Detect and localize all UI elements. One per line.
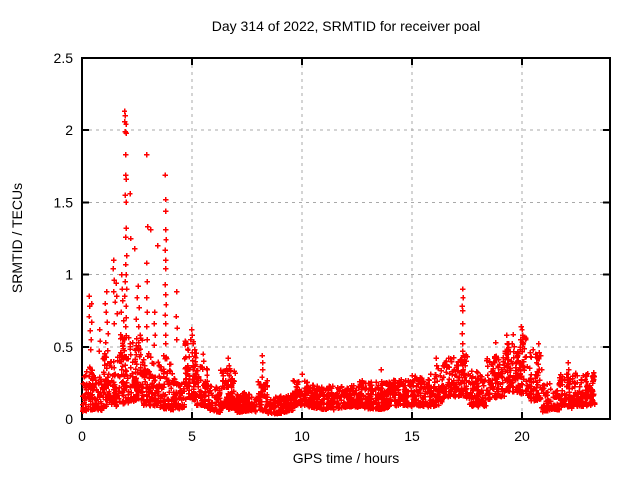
x-tick-label: 0 [78, 428, 86, 444]
x-tick-label: 15 [404, 428, 420, 444]
scatter-points [79, 108, 598, 417]
x-tick-label: 10 [294, 428, 310, 444]
y-tick-label: 0.5 [54, 339, 74, 355]
y-axis-label: SRMTID / TECUs [9, 183, 25, 293]
y-tick-label: 2.5 [54, 50, 74, 66]
y-tick-label: 1.5 [54, 194, 74, 210]
y-tick-labels: 0 0.5 1 1.5 2 2.5 [54, 50, 74, 427]
x-axis-label: GPS time / hours [293, 450, 400, 466]
y-tick-label: 1 [65, 267, 73, 283]
x-tick-label: 5 [188, 428, 196, 444]
axis-ticks [81, 57, 610, 420]
plot-border [81, 57, 611, 420]
x-tick-labels: 0 5 10 15 20 [78, 428, 530, 444]
y-tick-label: 0 [65, 411, 73, 427]
y-tick-label: 2 [65, 122, 73, 138]
x-tick-label: 20 [514, 428, 530, 444]
chart-title: Day 314 of 2022, SRMTID for receiver poa… [212, 18, 480, 34]
